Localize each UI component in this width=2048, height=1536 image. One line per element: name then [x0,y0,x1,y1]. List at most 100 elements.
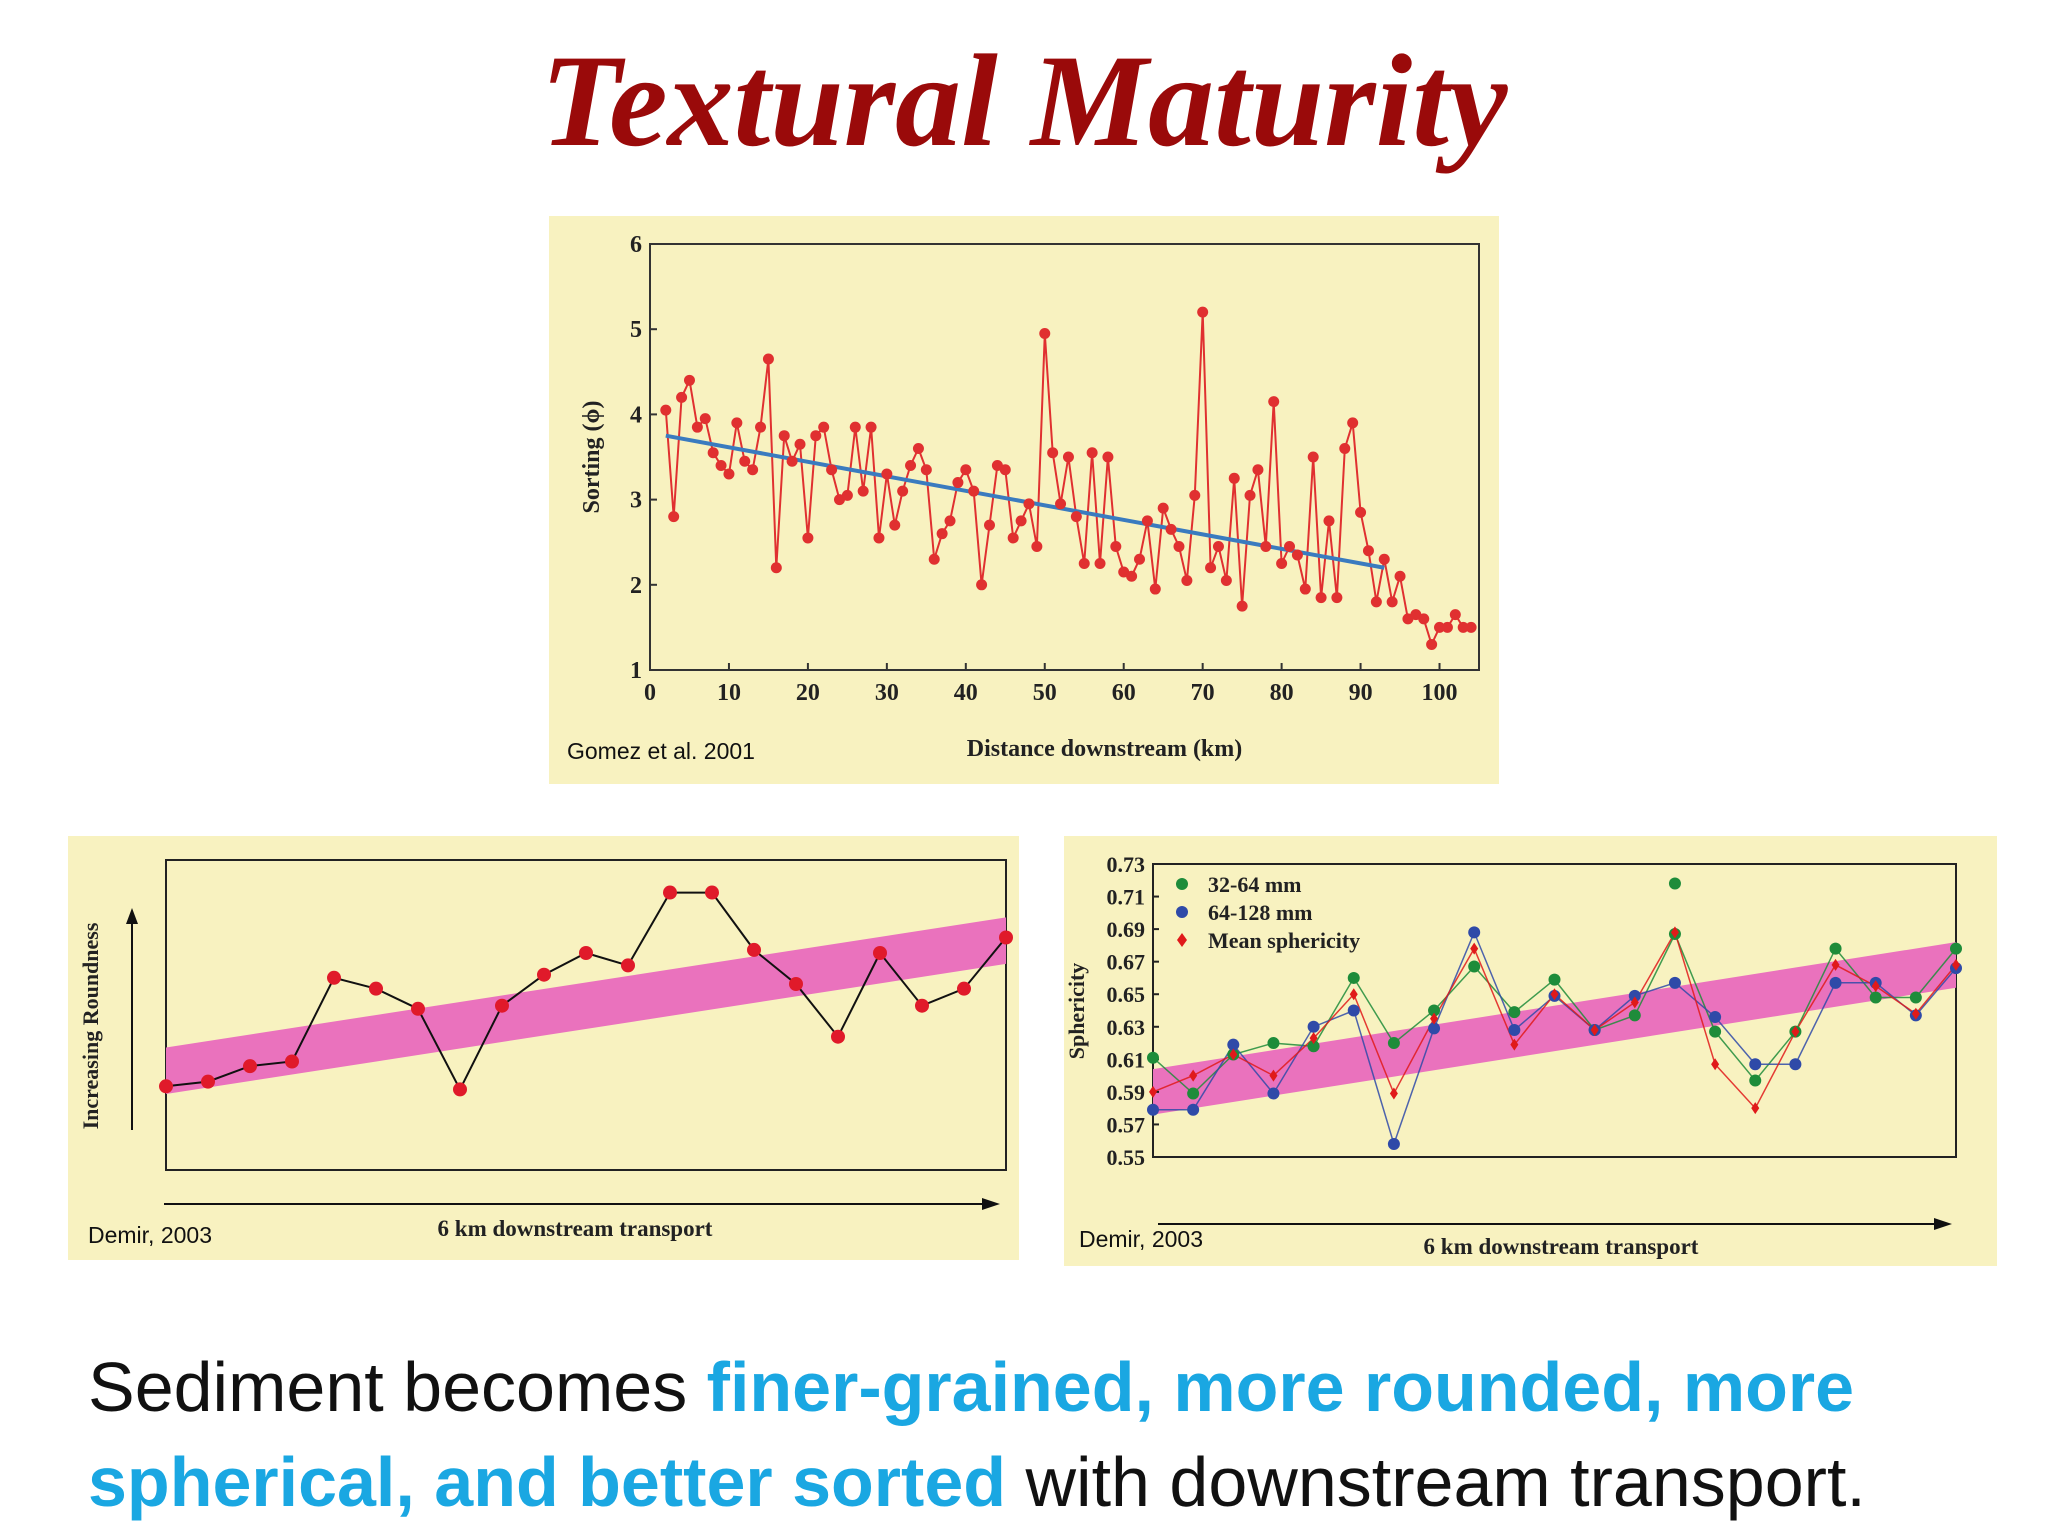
sorting-point [1260,540,1272,552]
y-tick-label: 0.61 [1107,1047,1146,1072]
sorting-point [1268,396,1280,408]
size-32-64-point [1347,971,1360,984]
x-tick-label: 20 [796,680,820,706]
legend-label: 32-64 mm [1208,872,1301,897]
sorting-point [826,464,838,476]
x-tick-label: 40 [954,680,978,706]
sorting-point [660,404,672,416]
size-64-128-point [1387,1137,1400,1150]
mean-sphericity-point [1269,1069,1278,1082]
mean-sphericity-point [1630,996,1639,1009]
mean-sphericity-point [1189,1069,1198,1082]
sphericity-figure: 0.55 0.57 0.59 0.61 0.63 0.65 0.67 0.69 0.71 0.73… [1064,836,1997,1266]
x-tick-label: 70 [1191,680,1215,706]
sorting-point [1126,570,1138,582]
size-32-64-point [1387,1037,1400,1050]
x-axis-label: 6 km downstream transport [438,1216,713,1241]
sorting-point [1047,447,1059,459]
size-32-64-point [1628,1009,1641,1022]
sorting-point [802,532,814,544]
sorting-point [668,511,680,523]
plot-frame [1152,863,1957,1158]
sorting-point [849,421,861,433]
sorting-series-line [664,312,1472,648]
sorting-point [1347,417,1359,429]
size-32-64-point [1267,1037,1280,1050]
roundness-point [705,885,719,900]
outlier-point [1668,877,1681,890]
x-axis-arrowhead [982,1198,1000,1210]
sorting-point [920,464,932,476]
sorting-point [739,455,751,467]
sorting-point [1023,498,1035,510]
sorting-point [1102,451,1114,463]
y-axis-label: Sphericity [1064,963,1089,1060]
sorting-point [1394,570,1406,582]
roundness-point [999,930,1013,945]
sorting-point [1252,464,1264,476]
size-32-64-point [1508,1006,1521,1019]
size-32-64-point [1950,942,1962,955]
y-tick-label: 0.73 [1107,852,1146,877]
x-tick-label: 0 [644,680,656,706]
sorting-point [1284,540,1296,552]
mean-sphericity-point [1349,988,1358,1001]
legend-marker [1176,906,1188,918]
roundness-point [831,1029,845,1044]
sorting-point [960,464,972,476]
sorting-point [1007,532,1019,544]
sorting-point [1315,592,1327,604]
legend-marker [1176,878,1188,890]
size-32-64-point [1749,1074,1762,1087]
sorting-point [1220,575,1232,587]
sorting-point [999,464,1011,476]
caption-text-end: with downstream transport. [1006,1443,1866,1521]
size-32-64-point [1548,973,1561,986]
sorting-point [778,430,790,442]
sorting-point [731,417,743,429]
sorting-point [865,421,877,433]
sorting-point [1465,621,1477,633]
sorting-point [1426,638,1438,650]
sorting-point [723,468,735,480]
size-32-64-point [1909,991,1922,1004]
legend-marker [1177,933,1187,947]
slide-title: Textural Maturity [540,27,1508,174]
sorting-point [1062,451,1074,463]
sorting-point [944,515,956,527]
roundness-point [201,1074,215,1089]
sorting-point [1244,489,1256,501]
roundness-point [663,885,677,900]
size-64-128-point [1749,1058,1762,1071]
sorting-point [976,579,988,591]
y-tick-label: 0.59 [1107,1080,1146,1105]
sorting-point [707,447,719,459]
roundness-point [789,977,803,991]
y-axis-label: Increasing Roundness [78,922,103,1129]
mean-sphericity-point [1309,1032,1318,1045]
sorting-point [1291,549,1303,561]
trend-band [166,917,1006,1095]
legend-label: Mean sphericity [1208,928,1360,953]
y-tick-label: 2 [630,573,642,599]
sorting-point [1299,583,1311,595]
sorting-point [873,532,885,544]
roundness-point [285,1054,299,1069]
sorting-point [1339,442,1351,454]
size-64-128-point [1829,976,1842,989]
sorting-point [841,489,853,501]
mean-sphericity-point [1470,942,1479,955]
y-tick-label: 0.63 [1107,1015,1146,1040]
sorting-point [683,374,695,386]
y-tick-label: 0.57 [1107,1112,1146,1137]
sorting-point [881,468,893,480]
sorting-point [936,528,948,540]
sorting-point [1134,553,1146,565]
sorting-point [1323,515,1335,527]
sorting-figure: 0 10 20 30 40 50 60 70 80 90 100 1 2 3 4 5 6 Distance dow… [549,216,1499,784]
roundness-figure: Increasing Roundness 6 km downstream tran… [68,836,1019,1260]
caption: Sediment becomes finer-grained, more rou… [88,1340,2008,1530]
size-64-128-point [1187,1103,1200,1116]
roundness-point [369,981,383,996]
sorting-point [1070,511,1082,523]
